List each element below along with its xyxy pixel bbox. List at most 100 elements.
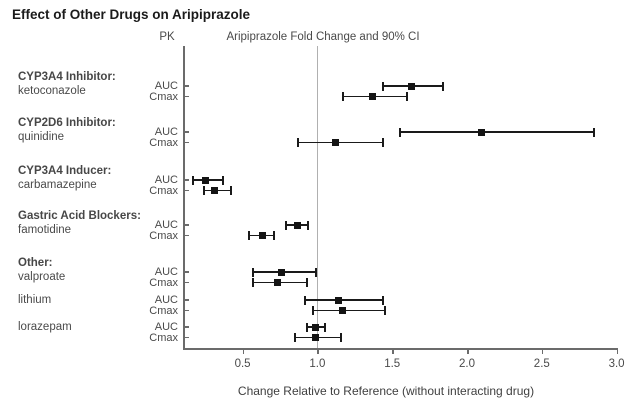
ci-cap-left: [202, 186, 205, 195]
ci-cap-left: [382, 81, 385, 91]
x-tick-label: 3.0: [608, 358, 625, 370]
y-axis-line: [183, 46, 185, 348]
point-marker: [408, 82, 416, 90]
y-row-tick: [184, 189, 189, 192]
drug-label: ketoconazole: [18, 85, 86, 97]
pk-row-label: Cmax: [149, 304, 178, 317]
ci-cap-left: [341, 92, 344, 101]
ci-line: [305, 299, 384, 301]
x-tick: [242, 349, 245, 354]
ci-line: [297, 141, 384, 144]
ci-cap-right: [340, 333, 343, 342]
page-title: Effect of Other Drugs on Aripiprazole: [12, 7, 251, 22]
pk-row-label: Cmax: [149, 331, 178, 344]
x-tick-label: 0.5: [234, 358, 251, 370]
drug-label: lorazepam: [18, 321, 72, 333]
group-label: CYP3A4 Inhibitor:: [18, 71, 116, 83]
pk-column-header: PK: [159, 31, 175, 43]
group-label: CYP2D6 Inhibitor:: [18, 117, 116, 129]
y-row-tick: [184, 326, 189, 328]
ci-cap-left: [311, 306, 314, 315]
y-row-tick: [184, 179, 189, 181]
ci-cap-left: [247, 231, 250, 240]
pk-row-label: AUC: [154, 219, 178, 231]
ci-cap-left: [305, 322, 308, 332]
y-row-tick: [184, 271, 189, 273]
ci-cap-right: [383, 306, 386, 315]
point-marker: [312, 334, 320, 341]
y-row-tick: [184, 336, 189, 339]
group-label: Gastric Acid Blockers:: [18, 210, 141, 222]
point-marker: [478, 128, 486, 136]
x-tick: [392, 349, 394, 354]
point-marker: [294, 221, 302, 229]
x-tick-label: 2.0: [459, 358, 475, 370]
pk-row-label: AUC: [154, 321, 178, 333]
plot-header: Aripiprazole Fold Change and 90% CI: [226, 31, 420, 43]
x-tick: [616, 349, 619, 354]
ci-cap-right: [406, 92, 409, 101]
point-marker: [339, 307, 347, 314]
y-row-tick: [184, 299, 189, 301]
x-tick: [541, 349, 544, 354]
ci-line: [399, 131, 595, 133]
drug-label: valproate: [18, 271, 66, 283]
pk-row-label: Cmax: [149, 184, 178, 197]
pk-row-label: AUC: [154, 294, 178, 306]
point-marker: [258, 232, 266, 239]
point-marker: [273, 279, 281, 286]
ci-cap-right: [229, 186, 232, 195]
ci-cap-right: [382, 138, 385, 147]
ci-cap-left: [398, 127, 401, 137]
y-row-tick: [184, 85, 189, 87]
pk-row-label: AUC: [154, 126, 178, 138]
x-axis-line: [183, 348, 618, 350]
ci-cap-right: [323, 322, 326, 332]
pk-row-label: Cmax: [149, 229, 178, 242]
ci-cap-left: [296, 138, 299, 147]
point-marker: [369, 93, 377, 100]
ci-cap-right: [273, 231, 276, 240]
point-marker: [331, 139, 339, 146]
ci-cap-right: [307, 220, 310, 230]
ci-cap-left: [192, 175, 195, 185]
pk-row-label: AUC: [154, 266, 178, 278]
x-axis-title: Change Relative to Reference (without in…: [237, 384, 535, 398]
pk-row-label: Cmax: [149, 276, 178, 289]
point-marker: [201, 176, 209, 184]
reference-line: [317, 46, 319, 348]
ci-cap-left: [252, 267, 255, 277]
point-marker: [277, 268, 285, 276]
pk-row-label: AUC: [154, 80, 178, 92]
ci-line: [312, 309, 385, 312]
ci-cap-right: [593, 127, 596, 137]
y-row-tick: [184, 131, 189, 133]
group-label: Other:: [18, 257, 53, 269]
pk-row-label: Cmax: [149, 136, 178, 149]
y-row-tick: [184, 309, 189, 312]
pk-row-label: AUC: [154, 174, 178, 186]
ci-cap-right: [314, 267, 317, 277]
ci-cap-left: [293, 333, 296, 342]
y-row-tick: [184, 141, 189, 144]
point-marker: [334, 296, 342, 304]
ci-cap-right: [442, 81, 445, 91]
x-tick: [467, 349, 469, 354]
drug-label: famotidine: [18, 224, 72, 236]
ci-cap-right: [305, 278, 308, 287]
x-tick-label: 1.5: [384, 358, 401, 370]
y-row-tick: [184, 95, 189, 98]
pk-row-label: Cmax: [149, 90, 178, 103]
group-label: CYP3A4 Inducer:: [18, 165, 112, 177]
y-row-tick: [184, 234, 189, 237]
point-marker: [210, 187, 218, 194]
x-tick: [317, 349, 319, 354]
ci-cap-right: [222, 175, 225, 185]
point-marker: [312, 323, 320, 331]
drug-label: carbamazepine: [18, 179, 97, 191]
ci-cap-left: [284, 220, 287, 230]
drug-label: lithium: [18, 294, 52, 306]
y-row-tick: [184, 281, 189, 284]
drug-label: quinidine: [18, 131, 65, 143]
